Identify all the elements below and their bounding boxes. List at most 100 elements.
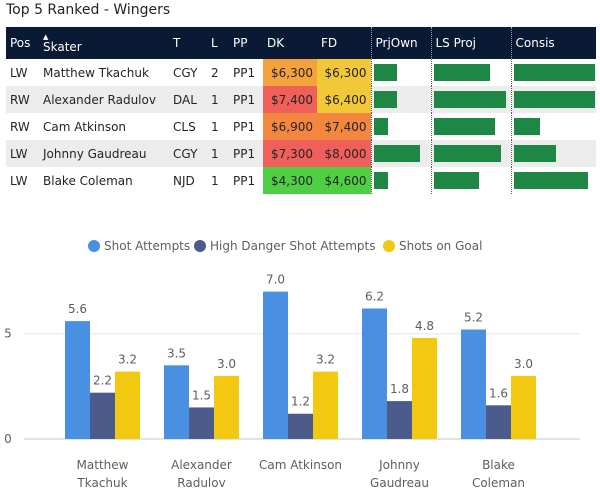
data-label: 5.6: [68, 302, 87, 316]
header-consis[interactable]: Consis: [510, 27, 596, 59]
bar-3: [412, 337, 437, 439]
cell-fd: $8,000: [317, 140, 371, 167]
cell-dk: $6,300: [263, 59, 317, 86]
header-skater[interactable]: ▲ Skater: [39, 27, 169, 59]
header-dk[interactable]: DK: [263, 27, 317, 59]
cell-pp: PP1: [233, 173, 256, 188]
cell-lsproj: [430, 167, 511, 194]
prjown-bar: [373, 64, 398, 81]
cell-dk: $7,300: [263, 140, 317, 167]
cell-skater: Johnny Gaudreau: [39, 140, 169, 167]
data-label: 7.0: [266, 273, 285, 287]
consis-bar: [513, 118, 540, 135]
header-team[interactable]: T: [169, 27, 207, 59]
legend-label-1: Shot Attempts: [104, 239, 190, 253]
bar-1: [65, 321, 90, 439]
data-label: 1.6: [489, 386, 508, 400]
sort-caret-up-icon[interactable]: ▲: [43, 32, 49, 41]
legend-swatch-2: [194, 240, 206, 252]
data-label: 6.2: [365, 289, 384, 303]
cell-fd: $6,400: [317, 86, 371, 113]
bar-2: [288, 413, 313, 439]
data-label: 1.2: [291, 395, 310, 409]
bar-3: [115, 371, 140, 439]
cell-lsproj: [430, 113, 511, 140]
bar-2: [90, 392, 115, 439]
x-tick-label: Matthew: [77, 458, 129, 472]
cell-prjown: [370, 86, 431, 113]
table-row[interactable]: LW Matthew Tkachuk CGY 2 PP1 $6,300 $6,300: [6, 59, 596, 86]
cell-consis: [510, 167, 596, 194]
cell-pp: PP1: [229, 140, 263, 167]
cell-team: CLS: [173, 119, 196, 134]
prjown-bar: [373, 118, 389, 135]
cell-line: 1: [207, 86, 229, 113]
cell-consis: [510, 113, 596, 140]
cell-pos: RW: [10, 119, 30, 134]
header-pos[interactable]: Pos: [6, 27, 39, 59]
bar-2: [189, 407, 214, 439]
y-tick-label: 5: [4, 327, 12, 341]
cell-team: NJD: [173, 173, 195, 188]
cell-pos: LW: [6, 140, 39, 167]
header-line[interactable]: L: [207, 27, 229, 59]
lsproj-bar: [433, 91, 507, 108]
cell-line: 1: [211, 119, 219, 134]
table-row[interactable]: RW Cam Atkinson CLS 1 PP1 $6,900 $7,400: [6, 113, 596, 140]
cell-consis: [510, 59, 596, 86]
bar-1: [164, 365, 189, 439]
bar-1: [362, 308, 387, 439]
table-row[interactable]: RW Alexander Radulov DAL 1 PP1 $7,400 $6,400: [6, 86, 596, 113]
header-prjown[interactable]: PrjOwn: [370, 27, 431, 59]
bar-1: [461, 329, 486, 439]
data-label: 3.0: [514, 357, 533, 371]
cell-consis: [510, 140, 596, 167]
consis-bar: [513, 145, 556, 162]
wingers-table: Pos ▲ Skater T L PP DK FD PrjOwn LS Proj…: [6, 27, 596, 194]
bar-2: [486, 405, 511, 439]
data-label: 4.8: [415, 319, 434, 333]
header-lsproj[interactable]: LS Proj: [430, 27, 511, 59]
prjown-bar: [373, 145, 420, 162]
bar-3: [214, 375, 239, 439]
header-pp[interactable]: PP: [229, 27, 263, 59]
cell-consis: [510, 86, 596, 113]
x-tick-label: Johnny: [378, 458, 420, 472]
header-skater-label: Skater: [43, 39, 82, 54]
data-label: 3.0: [217, 357, 236, 371]
data-label: 2.2: [93, 374, 112, 388]
cell-pp: PP1: [233, 119, 256, 134]
cell-pp: PP1: [233, 65, 256, 80]
data-label: 1.8: [390, 382, 409, 396]
x-tick-label: Blake: [482, 458, 515, 472]
header-fd[interactable]: FD: [317, 27, 371, 59]
consis-bar: [513, 91, 595, 108]
x-tick-label: Coleman: [472, 476, 525, 490]
cell-pp: PP1: [229, 86, 263, 113]
cell-team: DAL: [169, 86, 207, 113]
consis-bar: [513, 64, 595, 81]
cell-pos: RW: [6, 86, 39, 113]
cell-dk: $7,400: [263, 86, 317, 113]
cell-prjown: [370, 113, 431, 140]
cell-prjown: [370, 59, 431, 86]
cell-lsproj: [430, 86, 511, 113]
cell-skater: Blake Coleman: [43, 173, 133, 188]
shot-chart: Shot Attempts High Danger Shot Attempts Sh…: [4, 239, 580, 490]
consis-bar: [513, 172, 588, 189]
cell-prjown: [370, 167, 431, 194]
legend-label-3: Shots on Goal: [399, 239, 482, 253]
table-title: Top 5 Ranked - Wingers: [6, 2, 171, 18]
legend-swatch-3: [383, 240, 395, 252]
table-row[interactable]: LW Blake Coleman NJD 1 PP1 $4,300 $4,600: [6, 167, 596, 194]
cell-lsproj: [430, 59, 511, 86]
x-tick-label: Gaudreau: [370, 476, 429, 490]
cell-prjown: [370, 140, 431, 167]
prjown-bar: [373, 172, 389, 189]
cell-skater: Cam Atkinson: [43, 119, 127, 134]
cell-dk: $6,900: [263, 113, 317, 140]
cell-dk: $4,300: [263, 167, 317, 194]
legend-label-2: High Danger Shot Attempts: [210, 239, 375, 253]
bar-3: [511, 375, 536, 439]
table-row[interactable]: LW Johnny Gaudreau CGY 1 PP1 $7,300 $8,000: [6, 140, 596, 167]
